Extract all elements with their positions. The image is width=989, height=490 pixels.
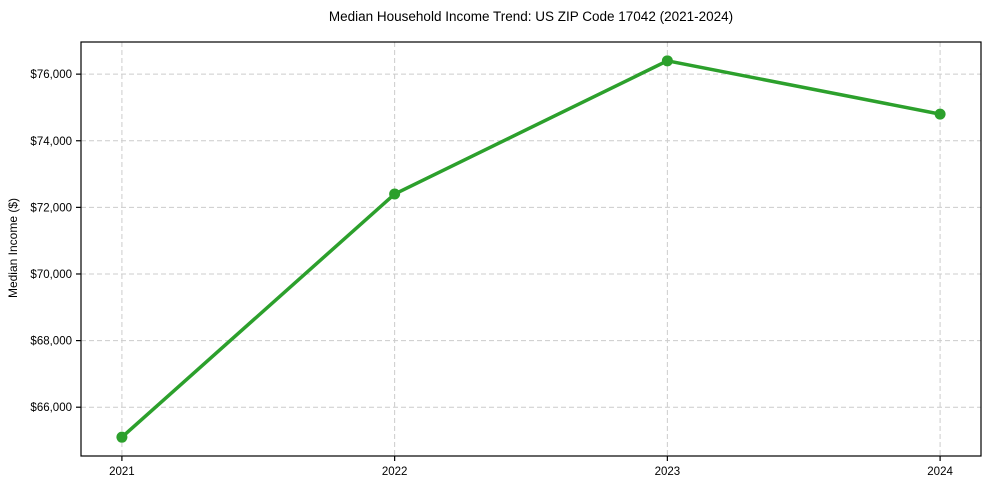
x-tick-label: 2024 [927, 466, 953, 478]
data-point-marker [116, 431, 128, 443]
x-tick-label: 2023 [655, 466, 681, 478]
chart-title: Median Household Income Trend: US ZIP Co… [328, 9, 734, 24]
data-point-marker [389, 188, 401, 200]
y-tick-label: $70,000 [30, 269, 72, 281]
y-tick-label: $72,000 [30, 202, 72, 214]
trend-line [120, 59, 942, 439]
plot-frame [80, 41, 982, 457]
data-point-marker [661, 55, 673, 67]
data-point-marker [934, 108, 946, 120]
y-tick-label: $74,000 [30, 136, 72, 148]
x-tick-label: 2022 [382, 466, 408, 478]
x-tick-label: 2021 [109, 466, 135, 478]
y-tick-label: $76,000 [30, 69, 72, 81]
y-tick-label: $66,000 [30, 402, 72, 414]
y-tick-label: $68,000 [30, 336, 72, 348]
